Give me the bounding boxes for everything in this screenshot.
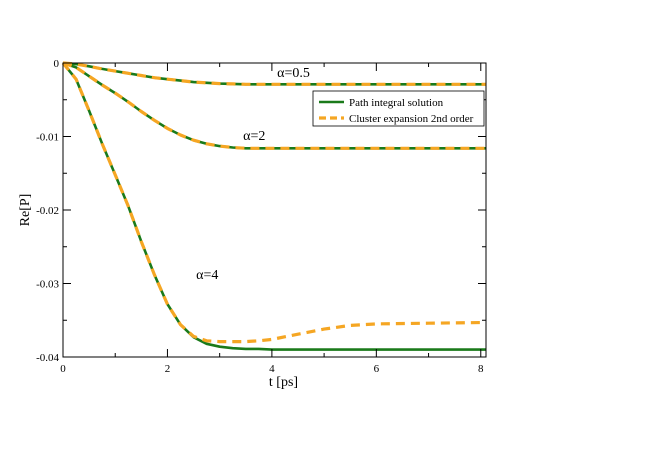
x-tick-label: 0: [60, 363, 66, 375]
curve-annotation: α=2: [243, 129, 265, 144]
x-tick-label: 6: [374, 363, 380, 375]
y-tick-label: -0.03: [36, 279, 59, 291]
x-tick-label: 4: [269, 363, 275, 375]
y-axis-title: Re[P]: [18, 194, 33, 227]
tick-group: 0 2 4 6 8 0 -0.01 -0.02 -0.03 -0.04: [36, 58, 486, 375]
curve-annotation: α=0.5: [277, 66, 310, 81]
y-tick-label: -0.02: [36, 205, 59, 217]
x-axis-title: t [ps]: [269, 375, 298, 390]
curve-annotation: α=4: [196, 268, 218, 283]
series-line-cluster-expansion-α-4: [61, 61, 487, 344]
annotation-group: α=0.5 α=2 α=4: [196, 66, 310, 283]
x-tick-label: 8: [478, 363, 484, 375]
legend-box: [312, 90, 485, 127]
series-group: [61, 61, 487, 351]
y-tick-label: -0.04: [36, 352, 59, 364]
y-tick-label: -0.01: [36, 132, 59, 144]
series-line-cluster-expansion-α-0p5: [62, 61, 486, 86]
y-tick-label: 0: [54, 58, 60, 70]
series-line-cluster-expansion-α-2: [62, 61, 486, 150]
legend-label-cluster-expansion: Cluster expansion 2nd order: [349, 113, 474, 125]
x-tick-label: 2: [165, 363, 171, 375]
legend: Path integral solution Cluster expansion…: [312, 90, 485, 127]
legend-label-path-integral: Path integral solution: [349, 97, 444, 109]
